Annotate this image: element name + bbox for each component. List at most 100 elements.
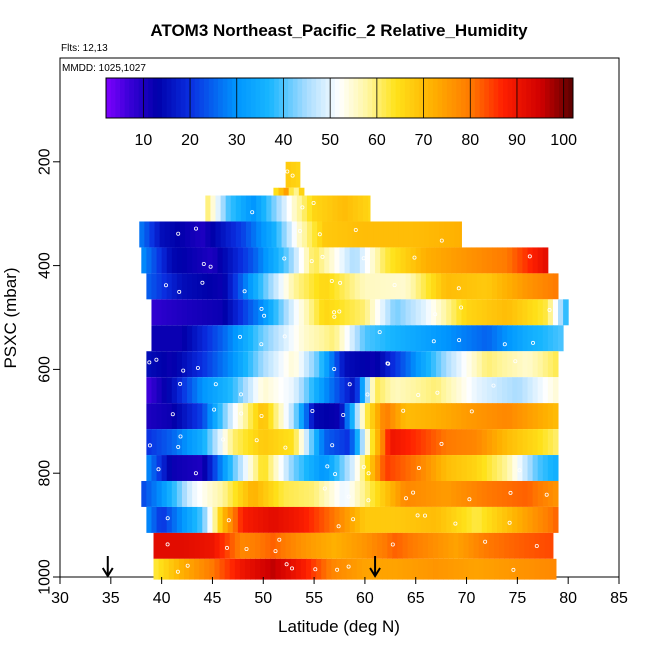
cell <box>192 351 198 378</box>
cell <box>364 506 371 533</box>
cell <box>352 195 359 222</box>
cell <box>544 558 551 580</box>
obs-marker <box>262 313 267 318</box>
cell <box>481 429 488 456</box>
cell <box>207 506 213 533</box>
cell <box>260 532 266 559</box>
colorbar-segment <box>166 78 172 118</box>
cell <box>524 532 531 559</box>
cell <box>163 558 170 580</box>
cell <box>253 273 259 300</box>
cell <box>263 273 269 300</box>
obs-marker <box>341 412 346 417</box>
cell <box>303 247 310 274</box>
cell <box>222 403 229 430</box>
cell <box>237 273 244 300</box>
cell <box>212 506 219 533</box>
cell <box>154 221 161 248</box>
cell <box>212 429 219 456</box>
cell <box>176 455 183 481</box>
cell <box>281 221 288 248</box>
cell <box>369 403 376 430</box>
cell <box>527 247 534 274</box>
cell <box>166 506 173 533</box>
cell <box>184 558 190 580</box>
cell <box>400 247 407 274</box>
colorbar-segment <box>115 78 121 118</box>
band-0 <box>285 161 301 188</box>
arrow-head <box>101 567 114 578</box>
cell <box>187 403 193 430</box>
y-tick-label: 800 <box>37 460 54 487</box>
cell <box>532 273 539 300</box>
cell <box>400 429 407 456</box>
cell <box>161 351 168 378</box>
cell <box>255 558 261 580</box>
cell <box>199 558 205 580</box>
cell <box>222 480 229 507</box>
cell <box>301 195 308 222</box>
cell <box>502 429 508 456</box>
band-3 <box>139 221 462 248</box>
cell <box>441 351 447 378</box>
cell <box>502 480 508 507</box>
obs-marker <box>332 366 337 371</box>
cell <box>283 351 290 378</box>
cell <box>552 403 559 430</box>
cell <box>327 221 333 248</box>
cell <box>502 351 508 378</box>
colorbar-segment <box>180 78 186 118</box>
cell <box>364 273 371 300</box>
cell <box>227 325 234 352</box>
cell <box>425 429 432 456</box>
obs-marker <box>453 521 458 526</box>
cell <box>354 429 361 456</box>
cell <box>220 195 227 222</box>
cell <box>375 299 381 326</box>
cell <box>446 429 452 456</box>
cell <box>364 455 371 481</box>
cell <box>413 221 420 248</box>
data-cells <box>139 161 569 580</box>
cell <box>217 455 224 481</box>
cell <box>392 532 398 559</box>
cell <box>527 403 534 430</box>
cell <box>156 273 163 300</box>
cell <box>295 532 302 559</box>
obs-marker <box>502 342 507 347</box>
cell <box>410 325 417 352</box>
cell <box>334 506 340 533</box>
cell <box>441 377 447 404</box>
cell <box>258 325 264 352</box>
cell <box>263 403 269 430</box>
cell <box>232 506 239 533</box>
cell <box>405 377 412 404</box>
cell <box>319 273 325 300</box>
cell <box>420 429 427 456</box>
cell <box>261 221 267 248</box>
cell <box>481 455 488 481</box>
cell <box>239 532 246 559</box>
cell <box>497 377 503 404</box>
cell <box>242 403 249 430</box>
cell <box>459 221 462 248</box>
cell <box>161 299 168 326</box>
cell <box>407 532 414 559</box>
cell <box>278 273 285 300</box>
obs-marker <box>195 365 200 370</box>
cell <box>156 299 163 326</box>
cell <box>258 403 264 430</box>
cell <box>181 273 188 300</box>
cell <box>314 455 320 481</box>
cell <box>258 377 264 404</box>
cell <box>438 558 444 580</box>
cell <box>507 506 513 533</box>
cell <box>461 506 468 533</box>
obs-marker <box>178 434 183 439</box>
cell <box>466 325 473 352</box>
cell <box>293 247 300 274</box>
cell <box>197 325 203 352</box>
cell <box>441 480 447 507</box>
cell <box>242 325 249 352</box>
